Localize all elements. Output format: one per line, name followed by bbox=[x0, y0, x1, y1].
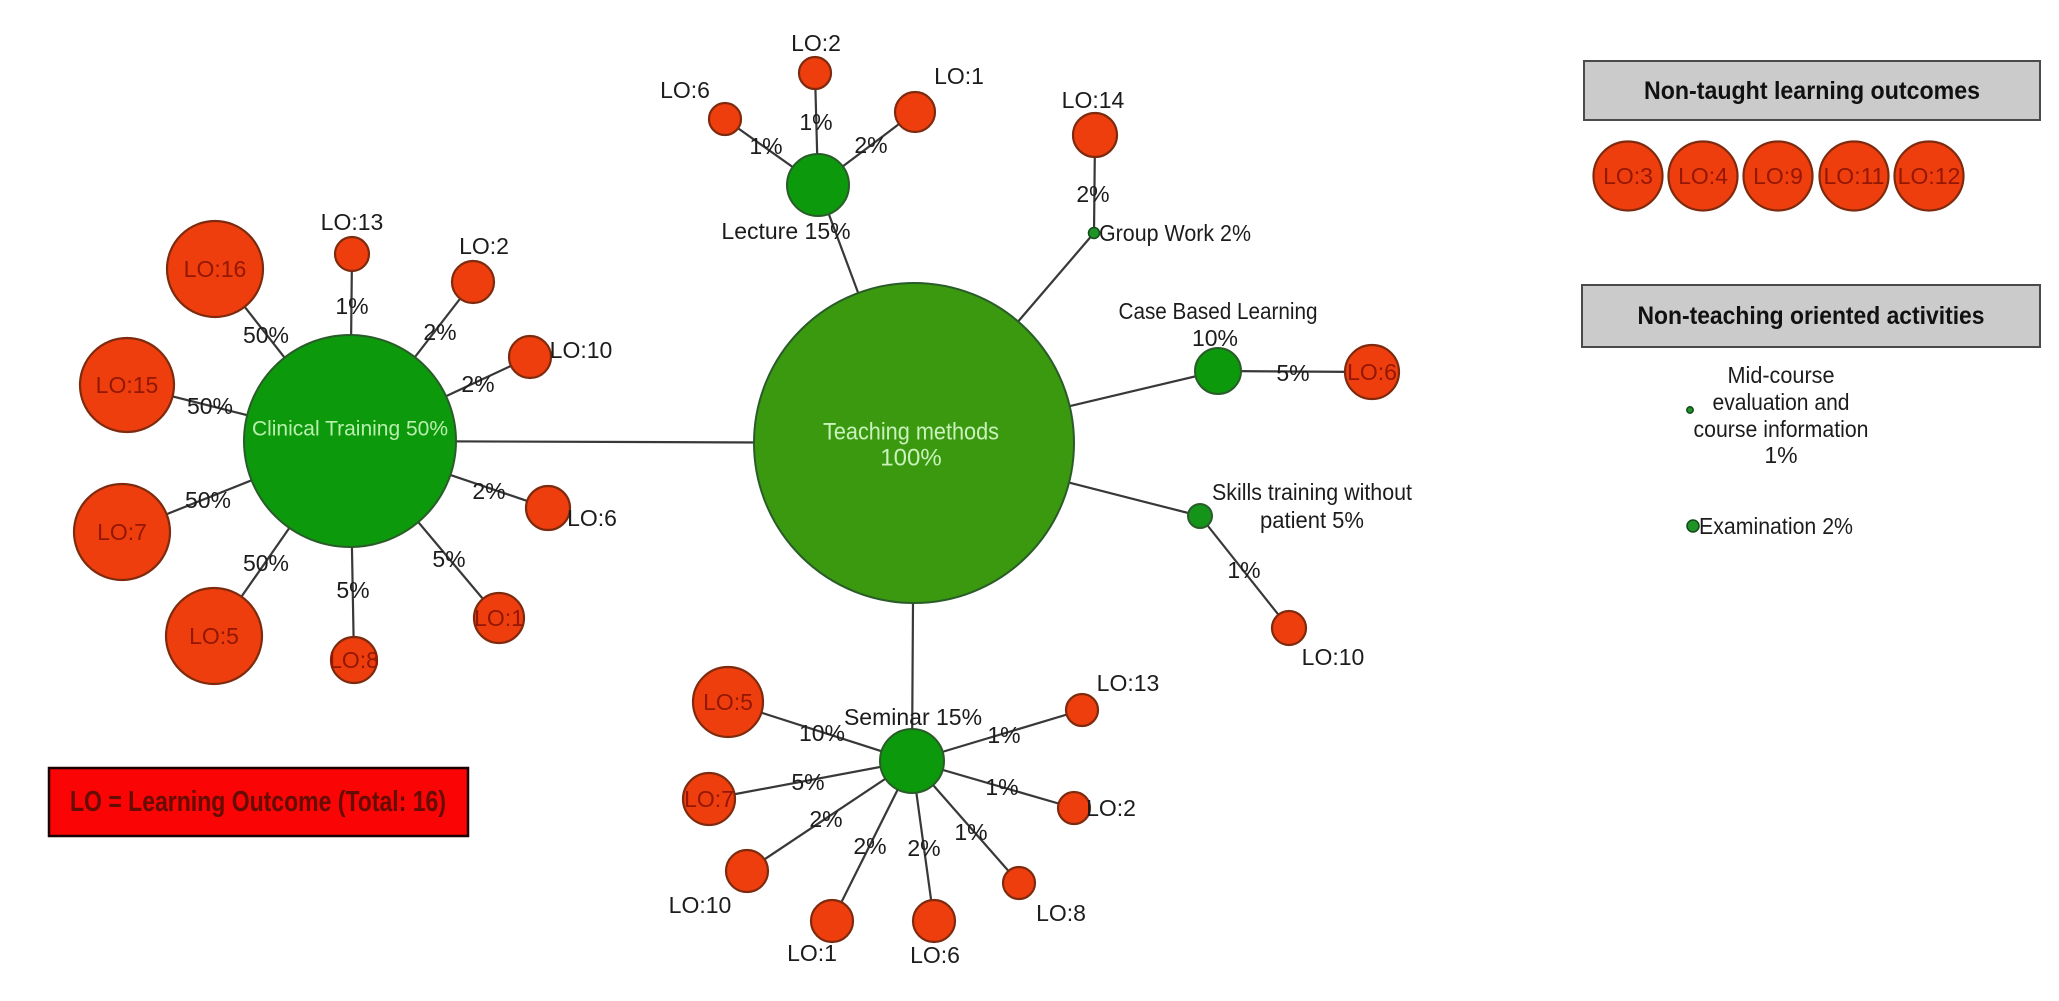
svg-text:Seminar 15%: Seminar 15% bbox=[844, 704, 982, 730]
svg-text:Non-teaching oriented activiti: Non-teaching oriented activities bbox=[1638, 302, 1985, 330]
svg-text:5%: 5% bbox=[791, 769, 824, 795]
svg-text:LO:7: LO:7 bbox=[97, 519, 147, 545]
svg-text:LO:7: LO:7 bbox=[684, 786, 734, 812]
svg-text:2%: 2% bbox=[907, 835, 940, 861]
svg-text:1%: 1% bbox=[799, 109, 832, 135]
svg-text:LO:2: LO:2 bbox=[459, 233, 509, 259]
svg-text:Teaching methods: Teaching methods bbox=[823, 419, 999, 446]
svg-text:1%: 1% bbox=[749, 133, 782, 159]
svg-text:LO:12: LO:12 bbox=[1898, 163, 1961, 189]
svg-text:10%: 10% bbox=[1192, 325, 1238, 351]
svg-text:LO:13: LO:13 bbox=[321, 209, 384, 235]
svg-text:2%: 2% bbox=[423, 319, 456, 345]
svg-text:1%: 1% bbox=[954, 819, 987, 845]
svg-text:Skills training without: Skills training without bbox=[1212, 479, 1413, 505]
svg-text:1%: 1% bbox=[987, 722, 1020, 748]
svg-text:LO:11: LO:11 bbox=[1824, 163, 1885, 189]
svg-text:Clinical Training 50%: Clinical Training 50% bbox=[252, 418, 448, 441]
svg-text:2%: 2% bbox=[853, 833, 886, 859]
svg-text:LO:14: LO:14 bbox=[1062, 87, 1125, 113]
svg-text:LO:1: LO:1 bbox=[474, 605, 524, 631]
svg-text:LO:2: LO:2 bbox=[791, 30, 841, 56]
svg-text:5%: 5% bbox=[1276, 360, 1309, 386]
svg-text:LO:15: LO:15 bbox=[96, 372, 159, 398]
svg-text:2%: 2% bbox=[461, 371, 494, 397]
svg-text:LO:5: LO:5 bbox=[189, 623, 239, 649]
svg-text:LO:5: LO:5 bbox=[703, 689, 753, 715]
svg-text:LO:6: LO:6 bbox=[660, 77, 710, 103]
svg-text:1%: 1% bbox=[1227, 557, 1260, 583]
svg-text:LO:8: LO:8 bbox=[329, 647, 379, 673]
svg-text:LO:1: LO:1 bbox=[934, 63, 984, 89]
svg-text:50%: 50% bbox=[185, 487, 231, 513]
svg-text:LO:10: LO:10 bbox=[550, 337, 613, 363]
svg-text:1%: 1% bbox=[1764, 442, 1797, 468]
svg-text:LO:9: LO:9 bbox=[1753, 163, 1803, 189]
svg-text:Group Work 2%: Group Work 2% bbox=[1099, 220, 1251, 246]
svg-text:50%: 50% bbox=[187, 393, 233, 419]
svg-text:LO:10: LO:10 bbox=[669, 892, 732, 918]
svg-text:2%: 2% bbox=[854, 132, 887, 158]
svg-text:LO:6: LO:6 bbox=[1347, 359, 1397, 385]
svg-text:2%: 2% bbox=[809, 806, 842, 832]
svg-text:LO:2: LO:2 bbox=[1086, 795, 1136, 821]
svg-text:50%: 50% bbox=[243, 550, 289, 576]
svg-text:Lecture 15%: Lecture 15% bbox=[721, 218, 850, 244]
svg-text:patient 5%: patient 5% bbox=[1260, 507, 1364, 533]
svg-text:evaluation and: evaluation and bbox=[1713, 389, 1850, 415]
svg-text:2%: 2% bbox=[1076, 181, 1109, 207]
svg-text:LO:3: LO:3 bbox=[1603, 163, 1653, 189]
svg-text:LO:13: LO:13 bbox=[1097, 670, 1160, 696]
svg-text:LO:6: LO:6 bbox=[910, 942, 960, 968]
svg-text:Examination 2%: Examination 2% bbox=[1699, 513, 1853, 539]
svg-text:LO:1: LO:1 bbox=[787, 940, 837, 966]
svg-text:10%: 10% bbox=[799, 720, 845, 746]
svg-text:100%: 100% bbox=[880, 445, 941, 472]
svg-text:Case Based Learning: Case Based Learning bbox=[1119, 298, 1318, 324]
svg-text:1%: 1% bbox=[335, 293, 368, 319]
svg-text:5%: 5% bbox=[432, 546, 465, 572]
svg-text:course information: course information bbox=[1694, 416, 1869, 442]
svg-text:50%: 50% bbox=[243, 322, 289, 348]
svg-text:5%: 5% bbox=[336, 577, 369, 603]
svg-text:2%: 2% bbox=[472, 478, 505, 504]
svg-text:Mid-course: Mid-course bbox=[1728, 362, 1835, 388]
svg-text:LO:4: LO:4 bbox=[1678, 163, 1728, 189]
svg-text:LO:10: LO:10 bbox=[1302, 644, 1365, 670]
svg-text:Non-taught learning outcomes: Non-taught learning outcomes bbox=[1644, 77, 1980, 105]
svg-text:LO = Learning Outcome (Total:: LO = Learning Outcome (Total: 16) bbox=[70, 786, 446, 818]
svg-text:LO:6: LO:6 bbox=[567, 505, 617, 531]
svg-text:LO:8: LO:8 bbox=[1036, 900, 1086, 926]
svg-text:1%: 1% bbox=[985, 774, 1018, 800]
svg-text:LO:16: LO:16 bbox=[184, 256, 247, 282]
